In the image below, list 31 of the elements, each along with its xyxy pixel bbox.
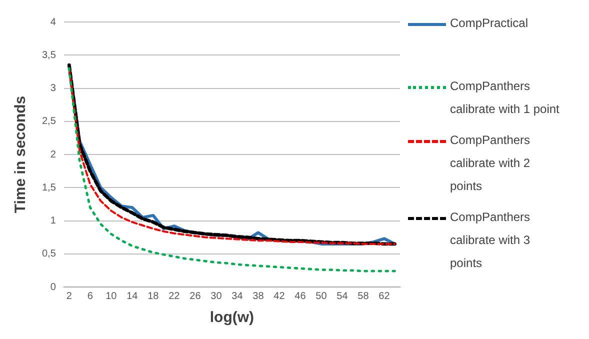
x-tick-label: 6	[87, 290, 94, 302]
legend-label: CompPractical	[450, 15, 530, 32]
x-tick-label: 54	[336, 290, 348, 302]
x-tick-label: 18	[148, 290, 160, 302]
legend-label: CompPanthers calibrate with 1 point	[450, 78, 560, 118]
y-tick-label: 0,5	[42, 248, 56, 260]
x-tick-label: 26	[190, 290, 202, 302]
x-tick-label: 2	[66, 290, 72, 302]
y-tick-label: 4	[50, 16, 56, 28]
x-tick-label: 42	[274, 290, 286, 302]
y-tick-label: 2	[50, 149, 56, 160]
x-tick-label: 62	[378, 290, 390, 302]
x-tick-label: 38	[252, 290, 264, 302]
y-tick-label: 1,5	[42, 182, 56, 194]
x-tick-label: 10	[106, 290, 118, 302]
x-tick-label: 14	[126, 290, 138, 302]
y-tick-label: 3	[50, 83, 56, 94]
x-tick-label: 50	[316, 290, 328, 302]
legend-label: CompPanthers calibrate with 3 points	[450, 209, 532, 272]
y-tick-label: 1	[50, 216, 56, 226]
y-tick-label: 2,5	[42, 116, 56, 128]
y-tick-label: 3,5	[42, 50, 56, 61]
x-tick-label: 22	[168, 290, 180, 302]
x-tick-label: 46	[294, 290, 306, 302]
legend-label: CompPanthers calibrate with 2 points	[450, 132, 532, 195]
y-axis-title: Time in seconds	[12, 96, 30, 214]
x-axis-title: log(w)	[210, 309, 254, 326]
y-tick-label: 0	[50, 282, 56, 293]
x-tick-label: 58	[358, 290, 370, 302]
x-tick-label: 30	[210, 290, 222, 302]
x-tick-label: 34	[232, 290, 244, 302]
